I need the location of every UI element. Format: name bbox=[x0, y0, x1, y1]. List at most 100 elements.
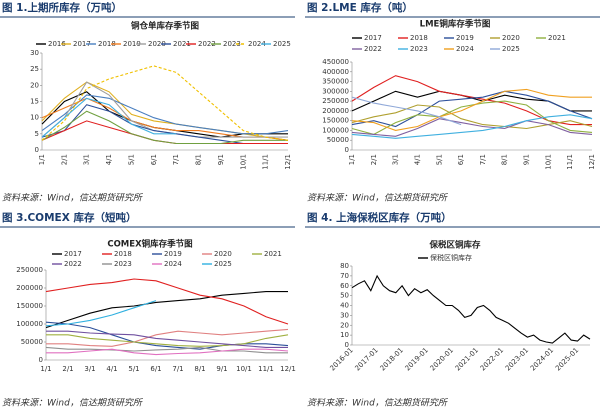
x-tick-label: 7/1 bbox=[479, 154, 487, 165]
legend-label: 2021 bbox=[264, 250, 282, 258]
chart-title: LME铜库存季节图 bbox=[420, 19, 491, 30]
series-line bbox=[41, 81, 289, 141]
y-tick-label: 250000 bbox=[16, 266, 43, 274]
y-tick-label: 100000 bbox=[322, 126, 349, 134]
series-line bbox=[351, 90, 592, 112]
legend-label: 2020 bbox=[214, 250, 232, 258]
y-tick-label: 40 bbox=[340, 302, 349, 310]
y-tick-label: 80 bbox=[340, 262, 349, 270]
series-line bbox=[45, 278, 289, 325]
x-tick-label: 1/1 bbox=[40, 365, 51, 373]
x-tick-label: 2023-01 bbox=[504, 346, 530, 372]
series-line bbox=[46, 348, 289, 356]
chart-title: COMEX铜库存季节图 bbox=[107, 239, 192, 250]
chart-title: 保税区铜库存 bbox=[428, 240, 481, 251]
y-tick-label: 20 bbox=[340, 321, 349, 329]
legend-label: 2018 bbox=[114, 250, 132, 258]
y-tick-label: 50000 bbox=[21, 338, 43, 346]
y-tick-label: 200000 bbox=[322, 107, 349, 115]
legend-label: 2017 bbox=[364, 34, 382, 42]
x-tick-label: 5/1 bbox=[127, 154, 135, 165]
legend-label: 2023 bbox=[114, 260, 132, 268]
x-tick-label: 2019-01 bbox=[404, 346, 430, 372]
legend-label: 2023 bbox=[223, 40, 241, 48]
legend-label: 2020 bbox=[148, 40, 166, 48]
y-tick-label: 350000 bbox=[322, 78, 349, 86]
legend-label: 2018 bbox=[410, 34, 428, 42]
chart-title: 铜仓单库存季节图 bbox=[131, 21, 199, 32]
y-tick-label: 250000 bbox=[322, 97, 349, 105]
series-line bbox=[351, 90, 593, 128]
heading: 图 2.LME 库存（吨） bbox=[307, 1, 413, 14]
x-tick-label: 3/1 bbox=[392, 154, 400, 165]
series-line bbox=[41, 110, 288, 145]
legend-label: 2022 bbox=[64, 260, 82, 268]
y-tick-label: 50 bbox=[340, 292, 349, 300]
series-line bbox=[45, 291, 288, 329]
x-tick-label: 7/1 bbox=[172, 154, 180, 165]
source: 资料来源：Wind，信达期货研究所 bbox=[2, 193, 144, 204]
y-tick-label: 100000 bbox=[16, 320, 43, 328]
series-line bbox=[351, 96, 462, 126]
legend-label: 2020 bbox=[502, 34, 520, 42]
series-line bbox=[351, 274, 591, 344]
legend-label: 2022 bbox=[364, 45, 382, 53]
x-tick-label: 2016-01 bbox=[328, 346, 354, 372]
x-tick-label: 2025-01 bbox=[554, 346, 580, 372]
x-tick-label: 9/1 bbox=[216, 365, 227, 373]
x-tick-label: 4/1 bbox=[105, 154, 113, 165]
x-tick-label: 12/1 bbox=[588, 154, 596, 170]
x-tick-label: 10/1 bbox=[544, 154, 552, 170]
x-tick-label: 2021-01 bbox=[454, 346, 480, 372]
y-tick-label: 70 bbox=[340, 272, 349, 280]
legend-label: 2024 bbox=[456, 45, 474, 53]
source: 资料来源：Wind，信达期货研究所 bbox=[307, 193, 449, 204]
x-tick-label: 2017-01 bbox=[354, 346, 380, 372]
series-line bbox=[45, 300, 157, 327]
y-tick-label: 25 bbox=[30, 65, 39, 73]
legend-label: 2024 bbox=[248, 40, 266, 48]
x-tick-label: 8/1 bbox=[194, 365, 205, 373]
x-tick-label: 10/1 bbox=[236, 365, 252, 373]
y-tick-label: 15 bbox=[30, 98, 39, 106]
series-line bbox=[351, 88, 592, 131]
series-line bbox=[45, 346, 288, 354]
heading: 图 3.COMEX 库存（短吨） bbox=[2, 211, 136, 224]
series-line bbox=[45, 321, 289, 350]
x-tick-label: 2022-01 bbox=[479, 346, 505, 372]
legend-label: 2023 bbox=[410, 45, 428, 53]
x-tick-label: 2/1 bbox=[62, 365, 73, 373]
series-line bbox=[351, 114, 593, 139]
series-line bbox=[41, 97, 177, 138]
x-tick-label: 11/1 bbox=[262, 154, 270, 170]
series-line bbox=[46, 334, 289, 347]
y-tick-label: 10 bbox=[340, 331, 349, 339]
x-tick-label: 1/1 bbox=[38, 154, 46, 165]
y-tick-label: 0 bbox=[39, 356, 43, 364]
y-tick-label: 20 bbox=[30, 81, 39, 89]
x-tick-label: 2018-01 bbox=[379, 346, 405, 372]
x-tick-label: 1/1 bbox=[348, 154, 356, 165]
series-line bbox=[351, 104, 593, 130]
legend-label: 2024 bbox=[164, 260, 182, 268]
legend-label: 2022 bbox=[198, 40, 216, 48]
y-tick-label: 30 bbox=[340, 311, 349, 319]
legend-label: 2025 bbox=[214, 260, 232, 268]
x-tick-label: 8/1 bbox=[195, 154, 203, 165]
y-tick-label: 300000 bbox=[322, 87, 349, 95]
legend-label: 2017 bbox=[64, 250, 82, 258]
x-tick-label: 6/1 bbox=[150, 154, 158, 165]
x-tick-label: 3/1 bbox=[84, 365, 95, 373]
x-tick-label: 2024-01 bbox=[529, 346, 555, 372]
heading: 图 1.上期所库存（万吨） bbox=[2, 1, 122, 14]
x-tick-label: 7/1 bbox=[172, 365, 183, 373]
legend-label: 2017 bbox=[73, 40, 91, 48]
x-tick-label: 2020-01 bbox=[429, 346, 455, 372]
x-tick-label: 9/1 bbox=[523, 154, 531, 165]
legend-label: 2019 bbox=[456, 34, 474, 42]
series-line bbox=[351, 75, 592, 126]
y-tick-label: 60 bbox=[340, 282, 349, 290]
source: 资料来源：Wind，信达期货研究所 bbox=[2, 398, 144, 409]
x-tick-label: 2/1 bbox=[370, 154, 378, 165]
